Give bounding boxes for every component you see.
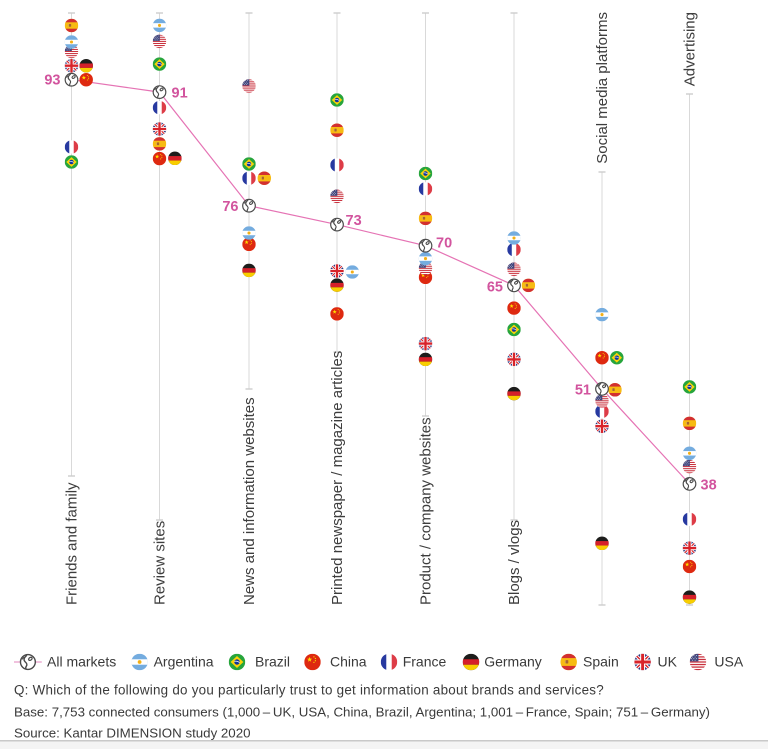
svg-text:91: 91 [172,85,188,101]
svg-text:Printed newspaper / magazine a: Printed newspaper / magazine articles [329,351,346,605]
svg-text:Advertising: Advertising [681,12,698,86]
svg-text:Spain: Spain [583,654,619,670]
svg-text:93: 93 [44,72,60,88]
svg-text:Blogs / vlogs: Blogs / vlogs [506,520,523,605]
svg-text:Friends and family: Friends and family [63,482,80,605]
svg-text:76: 76 [222,199,238,215]
svg-text:65: 65 [487,279,503,295]
svg-text:China: China [330,654,367,670]
svg-text:73: 73 [346,213,362,229]
svg-text:38: 38 [701,477,717,493]
svg-text:News and information websites: News and information websites [241,397,258,605]
svg-text:USA: USA [714,654,743,670]
svg-text:51: 51 [575,382,591,398]
svg-text:Product / company websites: Product / company websites [417,417,434,605]
svg-text:Social media platforms: Social media platforms [594,12,611,164]
svg-text:Base: 7,753 connected consumer: Base: 7,753 connected consumers (1,000 –… [14,705,710,720]
svg-text:Q: Which of the following do y: Q: Which of the following do you particu… [14,683,604,698]
svg-text:Brazil: Brazil [255,654,290,670]
svg-text:Germany: Germany [484,654,542,670]
svg-text:Review sites: Review sites [151,521,168,605]
svg-text:France: France [403,654,447,670]
svg-text:Argentina: Argentina [154,654,214,670]
svg-text:Source: Kantar DIMENSION study: Source: Kantar DIMENSION study 2020 [14,726,251,741]
svg-text:All markets: All markets [47,654,116,670]
svg-text:70: 70 [436,235,452,251]
svg-text:UK: UK [658,654,678,670]
